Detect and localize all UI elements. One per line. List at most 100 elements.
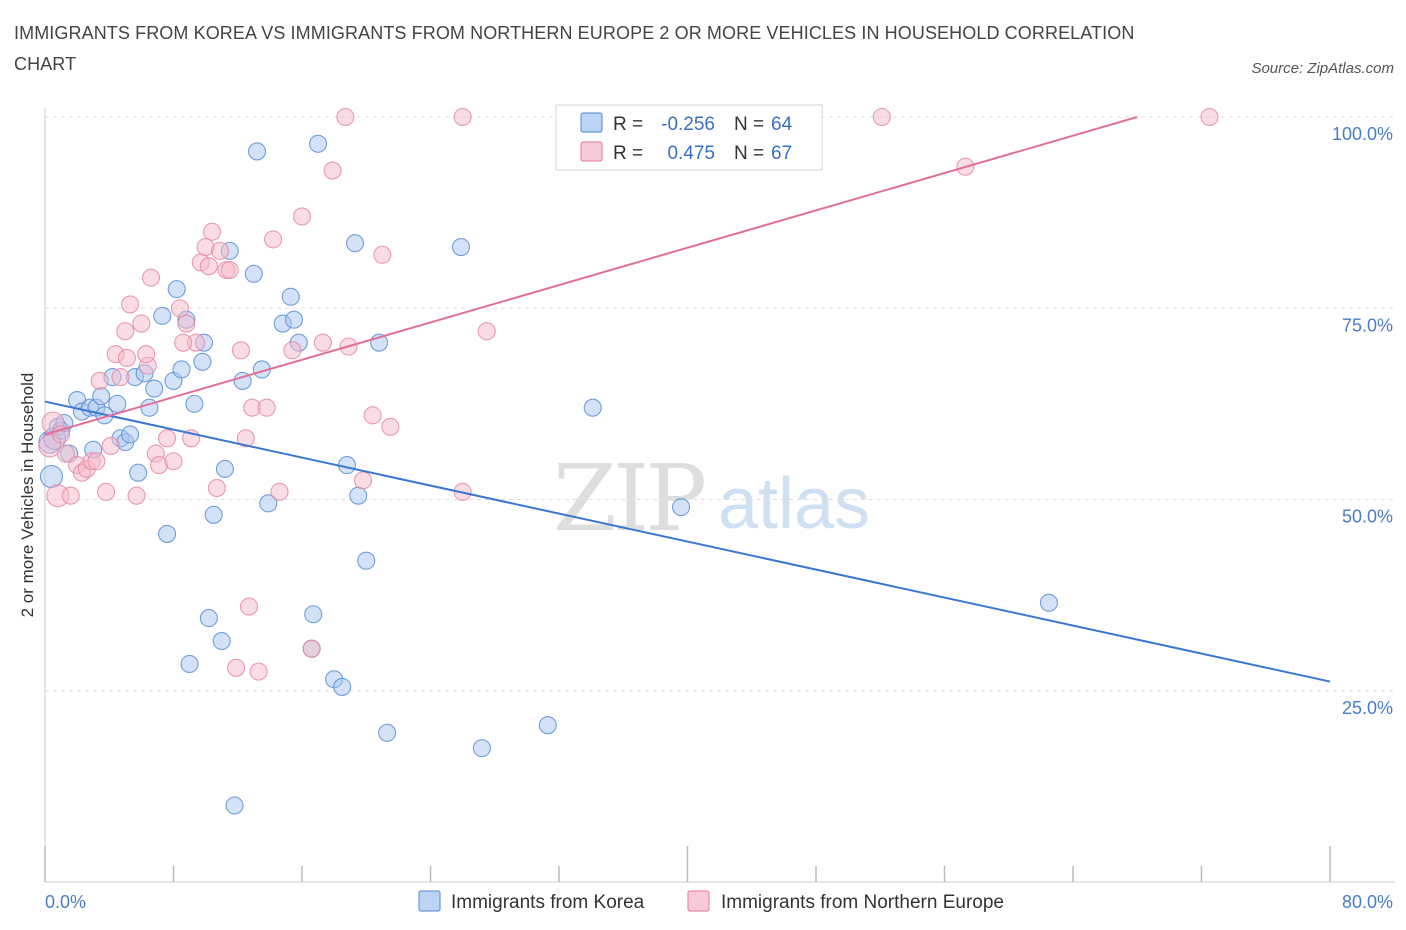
ne-point bbox=[236, 429, 255, 448]
ne-point bbox=[264, 230, 283, 249]
ne-point bbox=[257, 398, 276, 417]
korea-point bbox=[204, 505, 223, 524]
korea-point bbox=[259, 494, 278, 513]
korea-point bbox=[284, 310, 304, 329]
ne-point bbox=[117, 348, 136, 368]
ne-point bbox=[313, 333, 332, 352]
watermark-atlas: atlas bbox=[718, 464, 870, 544]
ne-point bbox=[283, 341, 302, 360]
ne-point bbox=[158, 429, 177, 448]
korea-point bbox=[672, 498, 691, 517]
y-axis-label: 2 or more Vehicles in Household bbox=[18, 373, 37, 618]
legend-n-label-korea: N = bbox=[734, 114, 764, 135]
ne-point bbox=[90, 371, 109, 390]
korea-trend-line bbox=[44, 400, 1331, 683]
ne-point bbox=[127, 486, 146, 505]
ne-point bbox=[363, 406, 382, 425]
legend-r-value-korea: -0.256 bbox=[661, 114, 715, 135]
legend-r-label-korea: R = bbox=[613, 114, 643, 135]
legend-n-label-ne: N = bbox=[734, 143, 764, 164]
ne-point bbox=[453, 107, 472, 127]
axes bbox=[44, 108, 1395, 883]
ne-point bbox=[87, 452, 106, 471]
ne-point bbox=[61, 486, 80, 505]
ne-point bbox=[174, 333, 193, 352]
ne-point bbox=[141, 268, 161, 287]
ne-point bbox=[116, 322, 135, 341]
korea-point bbox=[215, 459, 234, 478]
northern-europe-points bbox=[38, 107, 1219, 681]
korea-point bbox=[185, 394, 204, 413]
legend-r-value-ne: 0.475 bbox=[667, 143, 715, 164]
bottom-legend-swatch-korea bbox=[418, 890, 441, 912]
korea-point bbox=[378, 723, 397, 742]
korea-point bbox=[108, 394, 127, 413]
ne-point bbox=[239, 597, 259, 616]
y-tick-label: 75.0% bbox=[1342, 315, 1393, 335]
korea-point bbox=[129, 463, 148, 482]
korea-point bbox=[92, 387, 111, 406]
ne-point bbox=[199, 257, 218, 276]
korea-point bbox=[199, 609, 218, 628]
ne-point bbox=[353, 471, 373, 490]
source-label: Source: ZipAtlas.com bbox=[1251, 60, 1394, 77]
tick-labels: 25.0% 50.0% 75.0% 100.0% 0.0% 80.0% bbox=[45, 124, 1393, 912]
bottom-legend-swatch-ne bbox=[687, 890, 710, 912]
ne-point bbox=[302, 639, 321, 658]
x-tick-label: 0.0% bbox=[45, 892, 86, 912]
ne-point bbox=[164, 452, 183, 471]
korea-point bbox=[349, 486, 368, 505]
ne-point bbox=[170, 299, 189, 318]
ne-point bbox=[872, 107, 891, 127]
korea-point bbox=[538, 716, 557, 735]
korea-point bbox=[172, 360, 191, 379]
northern-europe-trend-line bbox=[44, 116, 1138, 436]
chart-title: IMMIGRANTS FROM KOREA VS IMMIGRANTS FROM… bbox=[14, 23, 1135, 74]
ne-point bbox=[477, 322, 496, 341]
korea-point bbox=[121, 425, 140, 444]
korea-point bbox=[583, 398, 602, 417]
ne-point bbox=[121, 295, 140, 314]
korea-point bbox=[158, 524, 177, 543]
ne-point bbox=[137, 345, 156, 364]
ne-point bbox=[336, 107, 355, 127]
korea-point bbox=[472, 739, 491, 758]
korea-point bbox=[304, 605, 323, 624]
legend-r-label-ne: R = bbox=[613, 143, 643, 164]
ne-point bbox=[381, 417, 400, 436]
ne-point bbox=[101, 436, 120, 456]
ne-point bbox=[323, 161, 342, 180]
trend-lines bbox=[44, 116, 1331, 683]
ne-point bbox=[96, 482, 116, 501]
korea-point bbox=[145, 379, 164, 398]
bottom-legend-label-ne: Immigrants from Northern Europe bbox=[721, 892, 1004, 913]
ne-point bbox=[249, 662, 268, 681]
ne-point bbox=[270, 482, 289, 501]
legend-swatch-ne bbox=[580, 141, 603, 162]
korea-point bbox=[281, 287, 300, 306]
korea-point bbox=[180, 654, 199, 674]
korea-point bbox=[1039, 593, 1058, 612]
korea-point bbox=[357, 551, 376, 570]
y-tick-label: 100.0% bbox=[1332, 124, 1393, 144]
x-tick-label: 80.0% bbox=[1342, 892, 1393, 912]
ne-point bbox=[177, 314, 196, 333]
korea-point bbox=[451, 238, 471, 257]
korea-point bbox=[309, 134, 328, 153]
legend-swatch-korea bbox=[580, 112, 603, 133]
ne-point bbox=[292, 207, 312, 226]
ne-point bbox=[203, 222, 222, 241]
korea-point bbox=[345, 234, 365, 253]
korea-point bbox=[193, 352, 212, 371]
legend-n-value-korea: 64 bbox=[771, 114, 793, 135]
ne-point bbox=[231, 341, 251, 360]
ne-point bbox=[1200, 107, 1219, 127]
series-legend: Immigrants from Korea Immigrants from No… bbox=[418, 890, 1004, 913]
correlation-legend: R = -0.256 N = 64 R = 0.475 N = 67 bbox=[555, 104, 823, 171]
ne-point bbox=[207, 478, 226, 498]
y-tick-label: 25.0% bbox=[1342, 698, 1393, 718]
ne-point bbox=[132, 314, 151, 333]
korea-point bbox=[167, 280, 186, 299]
korea-point bbox=[244, 264, 263, 283]
